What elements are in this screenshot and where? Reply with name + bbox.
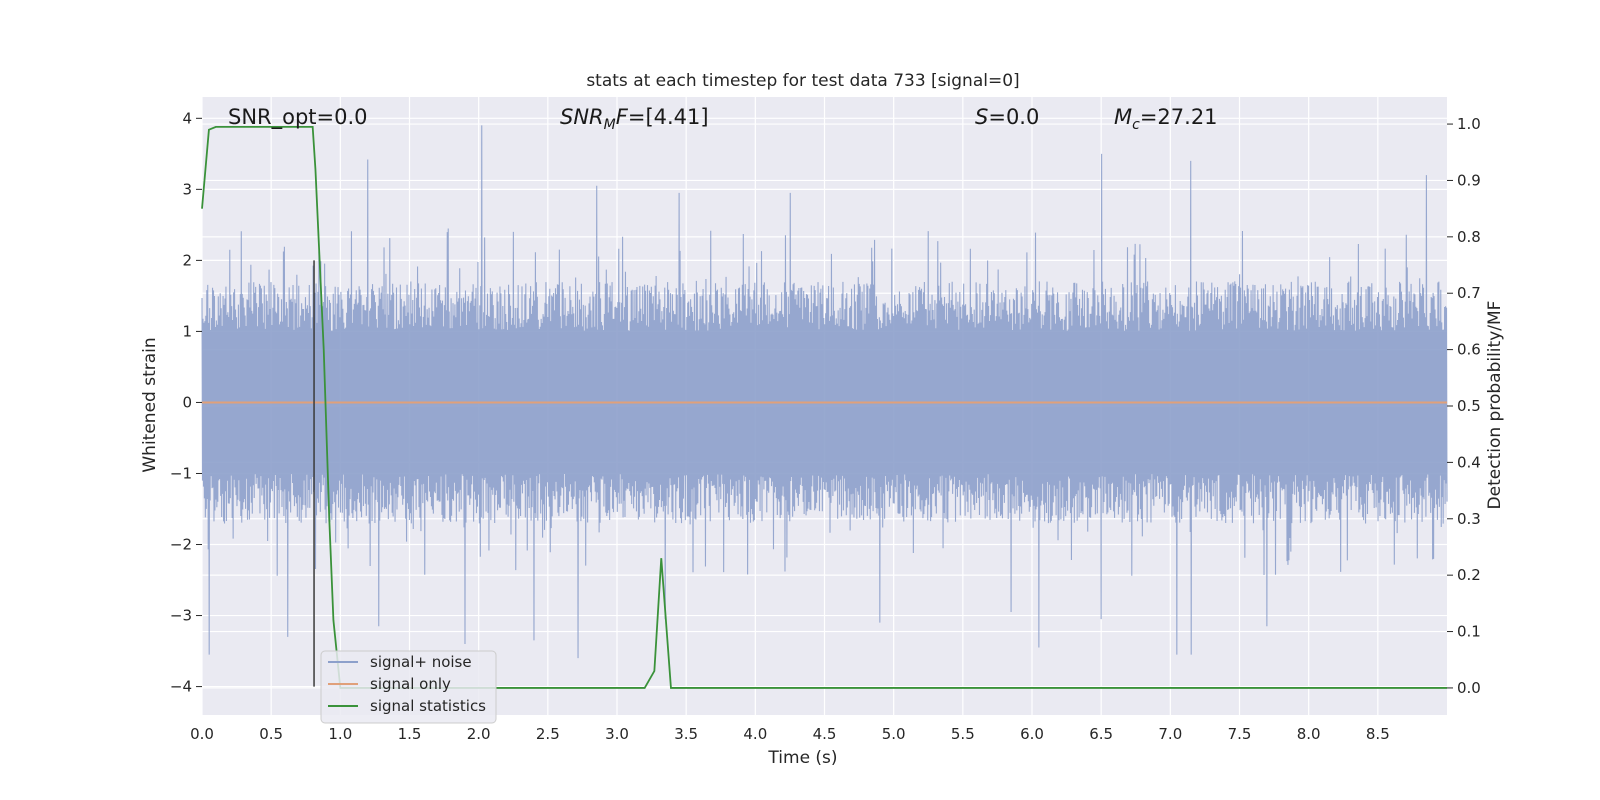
x-tick-label: 8.0: [1297, 725, 1321, 743]
annotation-snr-opt: SNR_opt=0.0: [228, 105, 368, 130]
x-tick-label: 4.5: [813, 725, 837, 743]
series-lines: [201, 125, 1447, 689]
annotation-snr-mf: SNRMF=[4.41]: [560, 105, 709, 133]
y-tick-label: 2: [182, 251, 192, 269]
legend-label-signal-noise: signal+ noise: [370, 653, 472, 671]
y2-tick-label: 1.0: [1457, 115, 1481, 133]
y2-tick-label: 0.0: [1457, 679, 1481, 697]
y2-tick-label: 0.7: [1457, 284, 1481, 302]
legend-label-signal-only: signal only: [370, 675, 451, 693]
chart-title: stats at each timestep for test data 733…: [586, 71, 1019, 91]
axes: 0.0 0.5 1.0 1.5 2.0 2.5 3.0 3.5 4.0 4.5 5.0 5.5 6.0 6…: [170, 109, 1481, 743]
y-tick-label: −2: [170, 536, 192, 554]
annotation-mc: Mc=27.21: [1114, 105, 1218, 133]
y2-tick-label: 0.5: [1457, 397, 1481, 415]
annotation-snr-mf-value: [4.41]: [645, 105, 708, 129]
y2-tick-label: 0.3: [1457, 510, 1481, 528]
x-tick-label: 0.0: [190, 725, 214, 743]
x-tick-label: 5.5: [951, 725, 975, 743]
y2-tick-label: 0.6: [1457, 341, 1481, 359]
y-tick-label: −1: [170, 464, 192, 482]
y-tick-label: −3: [170, 607, 192, 625]
annotation-mc-value: =27.21: [1140, 105, 1218, 129]
y2-axis-label: Detection probability/MF: [1485, 301, 1505, 510]
y-tick-label: 3: [182, 180, 192, 198]
y-tick-label: 0: [182, 393, 192, 411]
y-axis-label: Whitened strain: [140, 337, 160, 472]
series-signal-statistics: [201, 125, 1447, 689]
legend-box: [320, 650, 497, 724]
x-tick-label: 0.5: [259, 725, 283, 743]
y-tick-label: 4: [182, 109, 192, 127]
x-tick-label: 4.0: [743, 725, 767, 743]
x-axis-label: Time (s): [767, 748, 837, 768]
x-tick-label: 7.0: [1158, 725, 1182, 743]
y2-tick-label: 0.9: [1457, 171, 1481, 189]
y2-tick-label: 0.1: [1457, 623, 1481, 641]
x-tick-label: 3.0: [605, 725, 629, 743]
y-tick-label: 1: [182, 322, 192, 340]
x-tick-label: 6.0: [1020, 725, 1044, 743]
y-tick-label: −4: [170, 678, 192, 696]
x-tick-label: 2.0: [467, 725, 491, 743]
series-signal-noise: [201, 125, 1448, 659]
legend-label-signal-statistics: signal statistics: [370, 697, 486, 715]
x-tick-label: 8.5: [1366, 725, 1390, 743]
x-tick-label: 3.5: [674, 725, 698, 743]
x-tick-label: 1.5: [398, 725, 422, 743]
x-tick-label: 5.0: [882, 725, 906, 743]
annotation-s-value: =0.0: [988, 105, 1039, 129]
x-tick-label: 2.5: [536, 725, 560, 743]
y2-tick-label: 0.4: [1457, 453, 1481, 471]
legend: signal+ noise signal only signal statist…: [320, 650, 497, 724]
annotation-s: S=0.0: [975, 105, 1039, 129]
x-tick-label: 7.5: [1228, 725, 1252, 743]
y2-tick-label: 0.8: [1457, 228, 1481, 246]
y2-tick-label: 0.2: [1457, 566, 1481, 584]
x-tick-label: 1.0: [328, 725, 352, 743]
series-signal-noise: [201, 125, 1448, 659]
x-tick-label: 6.5: [1089, 725, 1113, 743]
